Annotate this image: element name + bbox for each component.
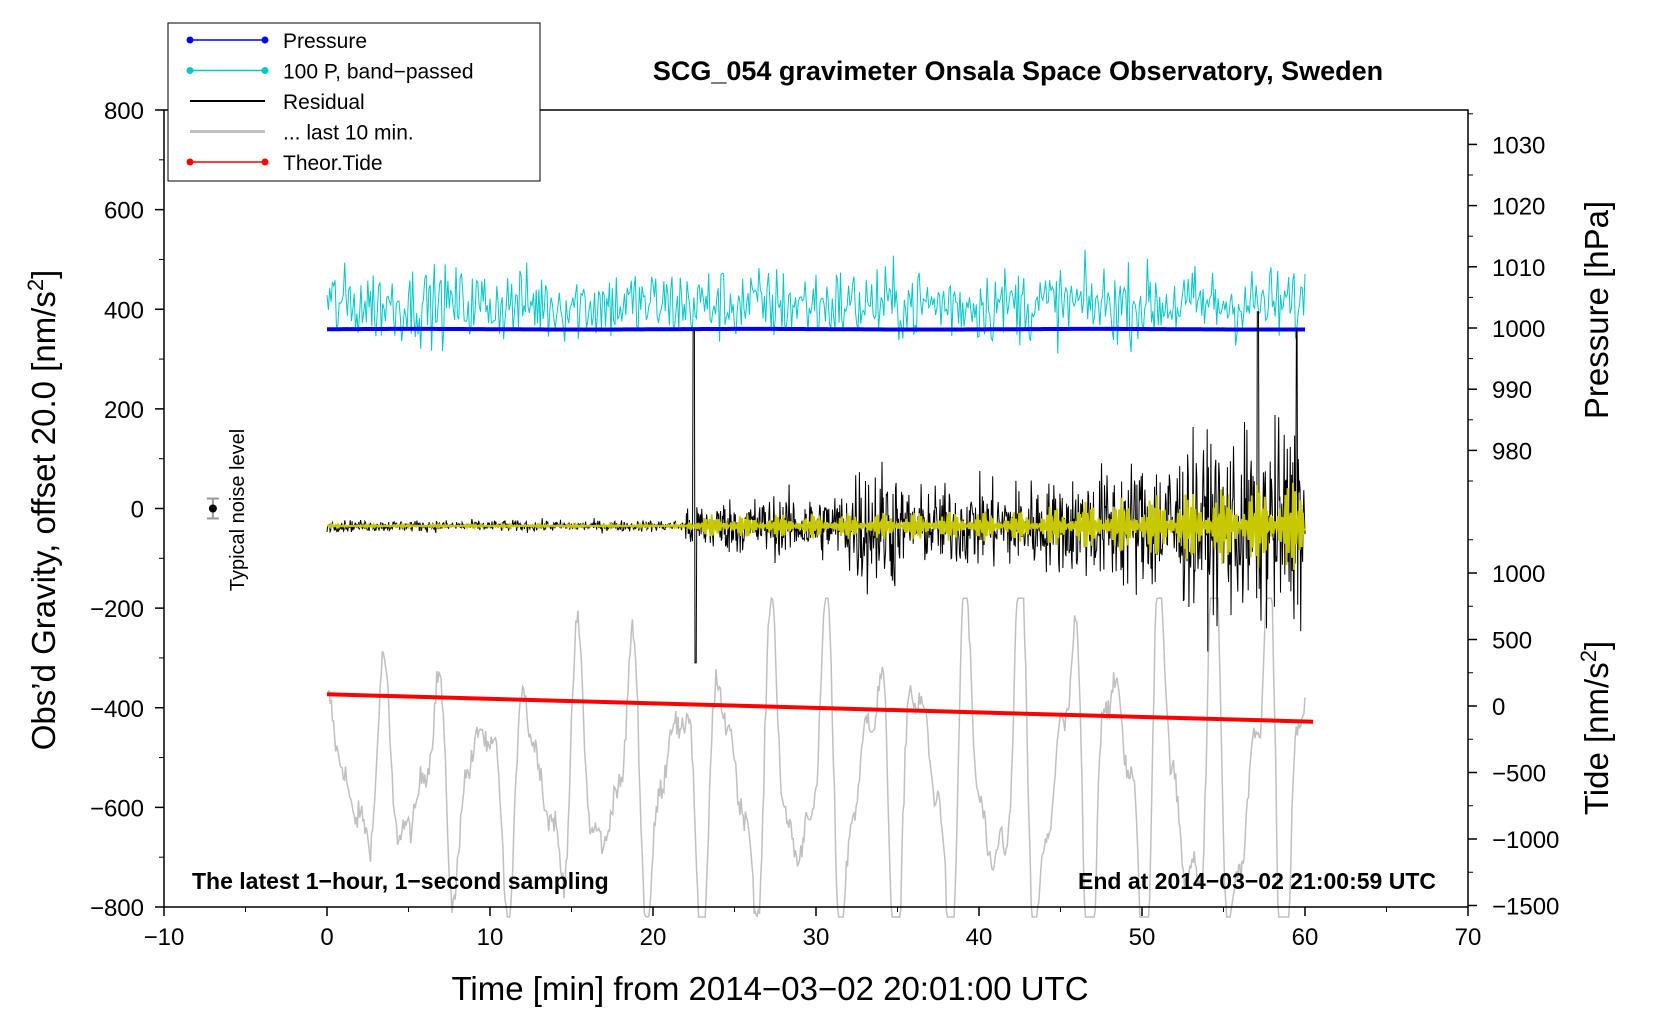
series-pressure-band-passed xyxy=(326,249,1306,354)
x-tick-label-6: 50 xyxy=(1129,924,1156,951)
chart-title: SCG_054 gravimeter Onsala Space Observat… xyxy=(653,56,1383,86)
footer-right-note: End at 2014−03−02 21:00:59 UTC xyxy=(1078,868,1436,894)
y-tick-label-4: 0 xyxy=(131,497,144,524)
legend-label-4: Theor.Tide xyxy=(283,152,383,175)
series-pressure xyxy=(327,326,1305,332)
tide-axis-title-main: Tide [nm/s xyxy=(1578,662,1615,815)
legend-label-1: 100 P, band−passed xyxy=(283,61,474,84)
pressure-axis-title: Pressure [hPa] xyxy=(1578,201,1615,419)
series-theor-tide xyxy=(326,692,1314,724)
legend-marker-start-1 xyxy=(186,67,194,74)
noise-point xyxy=(208,504,217,513)
tide-tick-label-4: 500 xyxy=(1492,628,1532,655)
footer-left-note: The latest 1−hour, 1−second sampling xyxy=(192,868,609,894)
legend-label-3: ... last 10 min. xyxy=(283,122,414,145)
noise-level-label: Typical noise level xyxy=(227,429,249,591)
y-axis-title-main: Obs’d Gravity, offset 20.0 [nm/s xyxy=(25,291,62,750)
x-tick-label-3: 20 xyxy=(640,924,667,951)
frame-layer: −10 0 10 20 30 40 50 60 70−800−600−400−200020040… xyxy=(90,98,1559,951)
tide-tick-label-3: 0 xyxy=(1492,694,1505,721)
tide-axis-title: Tide [nm/s2] xyxy=(1576,641,1615,815)
x-tick-label-8: 70 xyxy=(1455,924,1482,951)
y-axis-title-end: ] xyxy=(25,270,62,279)
x-tick-label-1: 0 xyxy=(320,924,333,951)
x-tick-label-4: 30 xyxy=(803,924,830,951)
legend-label-2: Residual xyxy=(283,91,365,114)
tide-tick-label-1: −1000 xyxy=(1492,827,1559,854)
pressure-tick-label-5: 1030 xyxy=(1492,132,1545,159)
legend-marker-end-0 xyxy=(261,36,269,44)
legend-entry-4: Theor.Tide xyxy=(186,152,383,175)
y-tick-label-3: −200 xyxy=(90,596,144,623)
tide-tick-label-0: −1500 xyxy=(1492,894,1559,921)
legend-entry-1: 100 P, band−passed xyxy=(186,61,474,84)
pressure-tick-label-2: 1000 xyxy=(1492,316,1545,343)
y-tick-label-8: 800 xyxy=(104,98,144,125)
y-tick-label-6: 400 xyxy=(104,297,144,324)
series-residual-filtered xyxy=(326,482,1306,570)
x-tick-label-2: 10 xyxy=(477,924,504,951)
legend-marker-end-1 xyxy=(261,67,269,74)
pressure-tick-label-3: 1010 xyxy=(1492,255,1545,282)
y-tick-label-5: 200 xyxy=(104,397,144,424)
series-last-10-min xyxy=(326,596,1306,918)
y-tick-label-2: −400 xyxy=(90,696,144,723)
noise-marker xyxy=(206,497,219,520)
legend-marker-start-4 xyxy=(186,158,194,166)
legend-entry-3: ... last 10 min. xyxy=(190,122,414,145)
tide-tick-label-5: 1000 xyxy=(1492,561,1545,588)
pressure-tick-label-4: 1020 xyxy=(1492,194,1545,221)
y-axis-title: Obs’d Gravity, offset 20.0 [nm/s2] xyxy=(23,270,62,751)
legend-marker-start-0 xyxy=(186,36,194,44)
y-tick-label-0: −800 xyxy=(90,895,144,922)
legend-label-0: Pressure xyxy=(283,30,367,53)
y-tick-label-1: −600 xyxy=(90,795,144,822)
tide-axis-title-end: ] xyxy=(1578,641,1615,650)
y-tick-label-7: 600 xyxy=(104,198,144,225)
y-axis-title-sup: 2 xyxy=(23,279,48,291)
x-tick-label-0: −10 xyxy=(144,924,185,951)
legend-entry-2: Residual xyxy=(190,91,365,114)
series-layer xyxy=(206,249,1314,918)
x-tick-label-7: 60 xyxy=(1292,924,1319,951)
pressure-tick-label-1: 990 xyxy=(1492,377,1532,404)
tide-axis-title-sup: 2 xyxy=(1576,650,1601,662)
x-tick-label-5: 40 xyxy=(966,924,993,951)
legend-entry-0: Pressure xyxy=(186,30,367,53)
pressure-tick-label-0: 980 xyxy=(1492,438,1532,465)
tide-tick-label-2: −500 xyxy=(1492,761,1546,788)
x-axis-title: Time [min] from 2014−03−02 20:01:00 UTC xyxy=(451,970,1088,1007)
legend-marker-end-4 xyxy=(261,158,269,166)
legend: Pressure 100 P, band−passed Residual ... la… xyxy=(167,22,541,182)
